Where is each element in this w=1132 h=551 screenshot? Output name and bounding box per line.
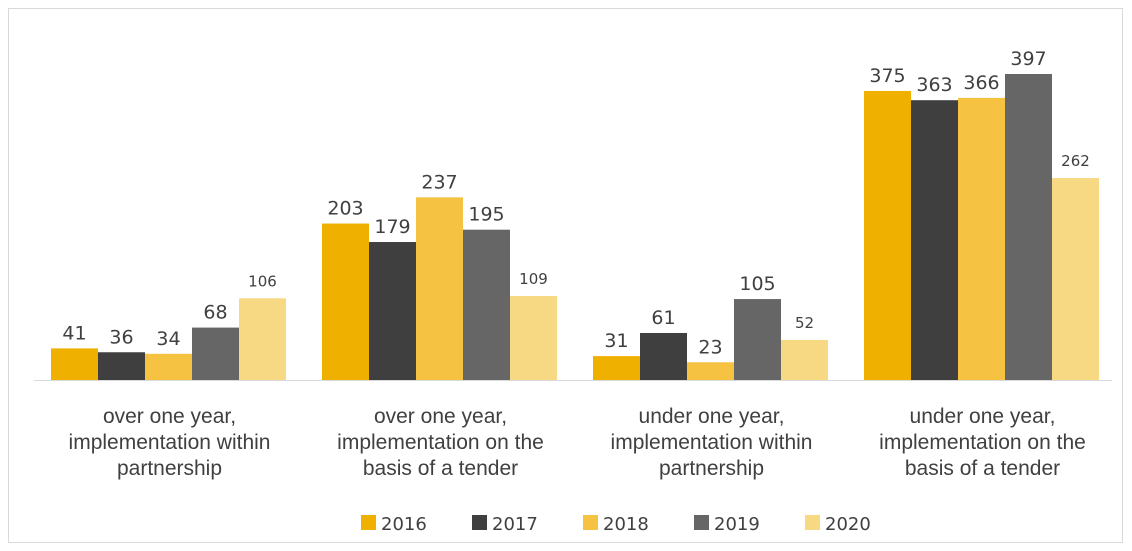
category-labels-layer: over one year, implementation within partn… [69, 405, 1086, 480]
bar-2019-cat4 [1005, 74, 1052, 380]
category-label-4-line3: basis of a tender [905, 457, 1060, 480]
category-label-2-line3: basis of a tender [363, 457, 518, 480]
value-label-2017-cat4: 363 [916, 74, 952, 96]
legend-swatch-2019 [694, 515, 709, 530]
category-label-3-line3: partnership [659, 457, 764, 480]
legend-label-2020: 2020 [825, 514, 871, 535]
value-label-2020-cat3: 52 [795, 314, 814, 332]
legend-label-2019: 2019 [714, 514, 760, 535]
bar-2018-cat4 [958, 97, 1005, 381]
category-label-1-line1: over one year, [103, 405, 236, 428]
category-label-1-line2: implementation within [69, 431, 271, 454]
category-label-2-line1: over one year, [374, 405, 507, 428]
legend-label-2017: 2017 [492, 514, 538, 535]
value-label-2019-cat2: 195 [468, 204, 504, 226]
bar-2017-cat4 [911, 100, 958, 381]
bar-2016-cat1 [51, 348, 98, 380]
legend: 2016 2017 2018 2019 2020 [361, 514, 871, 535]
value-label-2018-cat3: 23 [698, 336, 722, 358]
bar-2019-cat2 [463, 229, 510, 380]
value-label-2016-cat2: 203 [327, 198, 363, 220]
category-label-3-line1: under one year, [639, 405, 785, 428]
value-label-2018-cat4: 366 [963, 72, 999, 94]
value-label-2017-cat3: 61 [651, 307, 675, 329]
value-labels-layer: 41 36 34 68 106 203 179 237 195 109 31 61 23 105 52 375… [62, 48, 1089, 358]
legend-swatch-2018 [583, 515, 598, 530]
value-label-2016-cat1: 41 [62, 322, 86, 344]
bar-2020-cat2 [510, 295, 557, 380]
value-label-2017-cat1: 36 [109, 326, 133, 348]
bar-2019-cat3 [734, 299, 781, 380]
category-label-2-line2: implementation on the [337, 431, 544, 454]
value-label-2018-cat1: 34 [156, 328, 180, 350]
value-label-2020-cat2: 109 [519, 270, 548, 288]
bar-2018-cat3 [687, 362, 734, 380]
legend-label-2016: 2016 [381, 514, 427, 535]
category-label-1-line3: partnership [117, 457, 222, 480]
value-label-2019-cat1: 68 [203, 302, 227, 324]
value-label-2020-cat4: 262 [1061, 152, 1090, 170]
bar-2018-cat1 [145, 353, 192, 380]
value-label-2019-cat4: 397 [1010, 48, 1046, 70]
bar-2017-cat2 [369, 242, 416, 380]
value-label-2017-cat2: 179 [374, 216, 410, 238]
bar-2016-cat3 [593, 356, 640, 380]
bar-2017-cat1 [98, 352, 145, 380]
category-label-4-line1: under one year, [910, 405, 1056, 428]
bar-2016-cat4 [864, 90, 911, 380]
legend-swatch-2016 [361, 515, 376, 530]
value-label-2019-cat3: 105 [739, 273, 775, 295]
value-label-2016-cat3: 31 [604, 330, 628, 352]
category-label-4-line2: implementation on the [879, 431, 1086, 454]
bar-2020-cat1 [239, 298, 286, 380]
value-label-2018-cat2: 237 [421, 171, 457, 193]
bar-2020-cat3 [781, 339, 828, 380]
bars-layer [51, 74, 1099, 381]
category-label-3-line2: implementation within [611, 431, 813, 454]
legend-swatch-2020 [805, 515, 820, 530]
bar-2018-cat2 [416, 197, 463, 380]
bar-2017-cat3 [640, 332, 687, 380]
value-label-2016-cat4: 375 [869, 65, 905, 87]
bar-2016-cat2 [322, 223, 369, 380]
bar-2020-cat4 [1052, 178, 1099, 380]
legend-swatch-2017 [472, 515, 487, 530]
bar-2019-cat1 [192, 327, 239, 380]
value-label-2020-cat1: 106 [248, 272, 277, 290]
legend-label-2018: 2018 [603, 514, 649, 535]
